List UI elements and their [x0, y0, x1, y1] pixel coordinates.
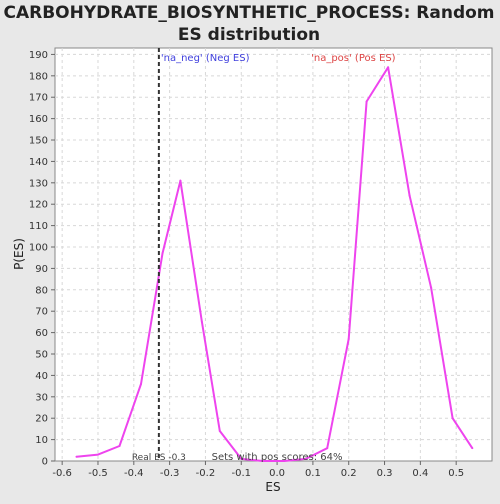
x-tick-label: -0.1	[232, 468, 252, 479]
x-tick-label: -0.4	[124, 468, 144, 479]
data-point	[304, 457, 307, 460]
x-tick-label: -0.6	[52, 468, 72, 479]
axis-layer: 0 10 20 30 40 50 60 70 80 90 100 110 120 130 140 150 160…	[29, 50, 464, 479]
data-point	[471, 447, 474, 450]
x-tick-label: -0.2	[196, 468, 216, 479]
x-tick-label: 0.3	[377, 468, 393, 479]
distribution-line	[76, 66, 474, 462]
x-tick-label: 0.5	[448, 468, 464, 479]
y-tick-label: 90	[35, 264, 48, 275]
pos-scores-label: Sets with pos scores: 64%	[212, 452, 343, 463]
y-tick-label: 130	[29, 178, 48, 189]
y-tick-label: 100	[29, 243, 48, 254]
y-tick-label: 60	[35, 328, 48, 339]
x-tick-label: 0.4	[412, 468, 428, 479]
x-axis-label: ES	[265, 480, 280, 494]
data-point	[179, 179, 182, 182]
data-point	[218, 430, 221, 433]
y-tick-label: 120	[29, 200, 48, 211]
data-point	[118, 445, 121, 448]
data-point	[365, 100, 368, 103]
plot-area	[54, 47, 493, 462]
y-axis-label: P(ES)	[12, 238, 26, 270]
y-tick-label: 20	[35, 414, 48, 425]
data-point	[161, 252, 164, 255]
data-point	[387, 66, 390, 69]
data-point	[283, 460, 286, 462]
data-point	[451, 417, 454, 420]
x-tick-label: 0.2	[341, 468, 357, 479]
data-point	[75, 455, 78, 458]
data-point	[139, 382, 142, 385]
real-es-label: Real ES -0.3	[132, 453, 186, 463]
y-tick-label: 160	[29, 114, 48, 125]
pos-es-label: 'na_pos' (Pos ES)	[311, 53, 396, 64]
y-tick-label: 170	[29, 93, 48, 104]
data-point	[200, 320, 203, 323]
data-point	[96, 453, 99, 456]
chart-title-line-1: CARBOHYDRATE_BIOSYNTHETIC_PROCESS: Rando…	[3, 3, 494, 23]
x-tick-label: -0.5	[88, 468, 108, 479]
y-tick-label: 180	[29, 71, 48, 82]
y-tick-label: 190	[29, 50, 48, 61]
y-tick-label: 40	[35, 371, 48, 382]
neg-es-label: 'na_neg' (Neg ES)	[161, 53, 250, 64]
y-tick-label: 110	[29, 221, 48, 232]
data-point	[430, 286, 433, 289]
grid-layer	[55, 48, 492, 461]
y-tick-label: 80	[35, 285, 48, 296]
data-point	[240, 457, 243, 460]
data-point	[326, 447, 329, 450]
y-tick-label: 10	[35, 435, 48, 446]
y-tick-label: 0	[42, 457, 48, 468]
series-layer	[75, 66, 474, 462]
y-tick-label: 140	[29, 157, 48, 168]
y-tick-label: 70	[35, 307, 48, 318]
y-tick-label: 30	[35, 392, 48, 403]
data-point	[261, 460, 264, 462]
x-tick-label: -0.3	[160, 468, 180, 479]
x-tick-label: 0.1	[305, 468, 321, 479]
y-tick-label: 150	[29, 136, 48, 147]
chart-title-line-2: ES distribution	[178, 25, 320, 45]
x-tick-label: 0.0	[269, 468, 285, 479]
y-tick-label: 50	[35, 350, 48, 361]
data-point	[347, 338, 350, 341]
data-point	[408, 194, 411, 197]
